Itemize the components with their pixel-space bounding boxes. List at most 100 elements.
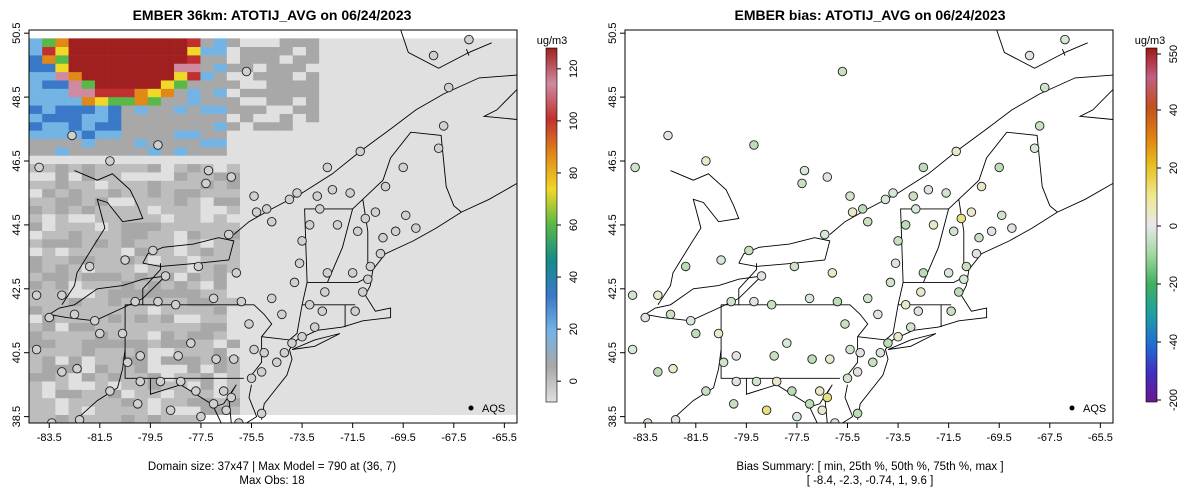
model-grid-cell	[305, 305, 320, 315]
model-grid-cell	[108, 297, 122, 307]
model-grid-cell	[398, 197, 412, 206]
model-grid-cell	[385, 222, 399, 231]
model-grid-cell	[108, 113, 122, 123]
model-grid-cell	[55, 172, 69, 181]
model-grid-cell	[503, 247, 517, 257]
model-grid-cell	[358, 356, 373, 365]
right-station-marker	[1007, 223, 1017, 233]
model-grid-cell	[266, 205, 280, 215]
model-grid-cell	[187, 314, 201, 323]
model-grid-cell	[490, 88, 505, 98]
left-station-marker	[309, 322, 320, 332]
model-grid-cell	[503, 314, 517, 323]
model-grid-cell	[55, 222, 69, 231]
model-grid-cell	[29, 130, 43, 140]
model-grid-cell	[332, 130, 346, 140]
left-station-marker	[44, 312, 54, 323]
model-grid-cell	[266, 397, 280, 407]
model-grid-cell	[160, 105, 175, 114]
model-grid-cell	[451, 247, 465, 257]
left-caption-line2: Max Obs: 18	[239, 475, 304, 487]
model-grid-cell	[81, 38, 96, 48]
model-grid-cell	[266, 322, 280, 332]
model-grid-cell	[305, 147, 320, 156]
model-grid-cell	[464, 322, 478, 332]
model-grid-cell	[134, 80, 149, 89]
model-grid-cell	[253, 381, 267, 390]
model-grid-cell	[411, 197, 425, 206]
model-grid-cell	[147, 197, 162, 206]
model-grid-cell	[358, 55, 373, 64]
model-grid-cell	[345, 364, 360, 374]
model-grid-cell	[319, 280, 333, 290]
model-grid-cell	[371, 55, 386, 64]
model-grid-cell	[266, 406, 280, 415]
model-grid-cell	[108, 138, 122, 148]
model-grid-cell	[94, 147, 109, 156]
model-grid-cell	[253, 213, 267, 223]
right-station-marker	[913, 306, 924, 316]
model-grid-cell	[200, 381, 214, 390]
model-grid-cell	[121, 414, 135, 423]
model-grid-cell	[358, 389, 373, 399]
model-grid-cell	[451, 197, 465, 206]
model-grid-cell	[477, 147, 491, 156]
model-grid-cell	[213, 347, 228, 357]
model-grid-cell	[292, 63, 307, 73]
left-y-tick-label: 50.5	[11, 22, 23, 43]
model-grid-cell	[319, 322, 333, 332]
model-grid-cell	[94, 80, 109, 89]
model-grid-cell	[200, 372, 214, 382]
model-grid-cell	[292, 406, 307, 415]
model-grid-cell	[411, 88, 425, 98]
model-grid-cell	[371, 147, 386, 156]
model-grid-cell	[29, 197, 43, 206]
model-grid-cell	[424, 331, 439, 340]
model-grid-cell	[437, 96, 452, 106]
model-grid-cell	[174, 121, 188, 131]
model-grid-cell	[174, 213, 188, 223]
left-station-marker	[196, 411, 206, 422]
model-grid-cell	[121, 297, 135, 307]
right-station-marker	[862, 293, 873, 304]
model-grid-cell	[503, 147, 517, 156]
left-y-tick-label: 42.5	[11, 278, 23, 299]
model-grid-cell	[371, 155, 386, 165]
model-grid-cell	[345, 347, 360, 357]
left-station-marker	[193, 261, 204, 272]
model-grid-cell	[292, 364, 307, 374]
model-grid-cell	[451, 356, 465, 365]
model-grid-cell	[174, 247, 188, 257]
right-station-marker	[956, 213, 967, 224]
model-grid-cell	[187, 96, 201, 106]
model-grid-cell	[292, 381, 307, 390]
model-grid-cell	[490, 314, 505, 323]
model-grid-cell	[226, 105, 241, 114]
model-grid-cell	[332, 121, 346, 131]
model-grid-cell	[68, 55, 83, 64]
model-grid-cell	[121, 272, 135, 282]
model-grid-cell	[477, 180, 491, 190]
left-station-marker	[160, 271, 171, 281]
model-grid-cell	[385, 205, 399, 215]
model-grid-cell	[490, 247, 505, 257]
left-x-tick-label: -81.5	[87, 432, 112, 444]
model-grid-cell	[464, 397, 478, 407]
model-grid-cell	[55, 255, 69, 265]
model-grid-cell	[319, 356, 333, 365]
model-grid-cell	[266, 163, 280, 173]
right-station-marker	[756, 271, 767, 281]
model-grid-cell	[160, 314, 175, 323]
model-grid-cell	[477, 46, 491, 56]
model-grid-cell	[253, 96, 267, 106]
left-plot-frame	[28, 29, 518, 424]
model-grid-cell	[398, 172, 412, 181]
right-y-tick-label: 40.5	[607, 342, 619, 363]
model-grid-cell	[81, 305, 96, 315]
model-grid-cell	[464, 280, 478, 290]
coastline-segment	[996, 30, 1088, 69]
model-grid-cell	[160, 347, 175, 357]
left-station-marker	[231, 268, 242, 278]
model-grid-cell	[503, 213, 517, 223]
model-grid-cell	[240, 255, 254, 265]
